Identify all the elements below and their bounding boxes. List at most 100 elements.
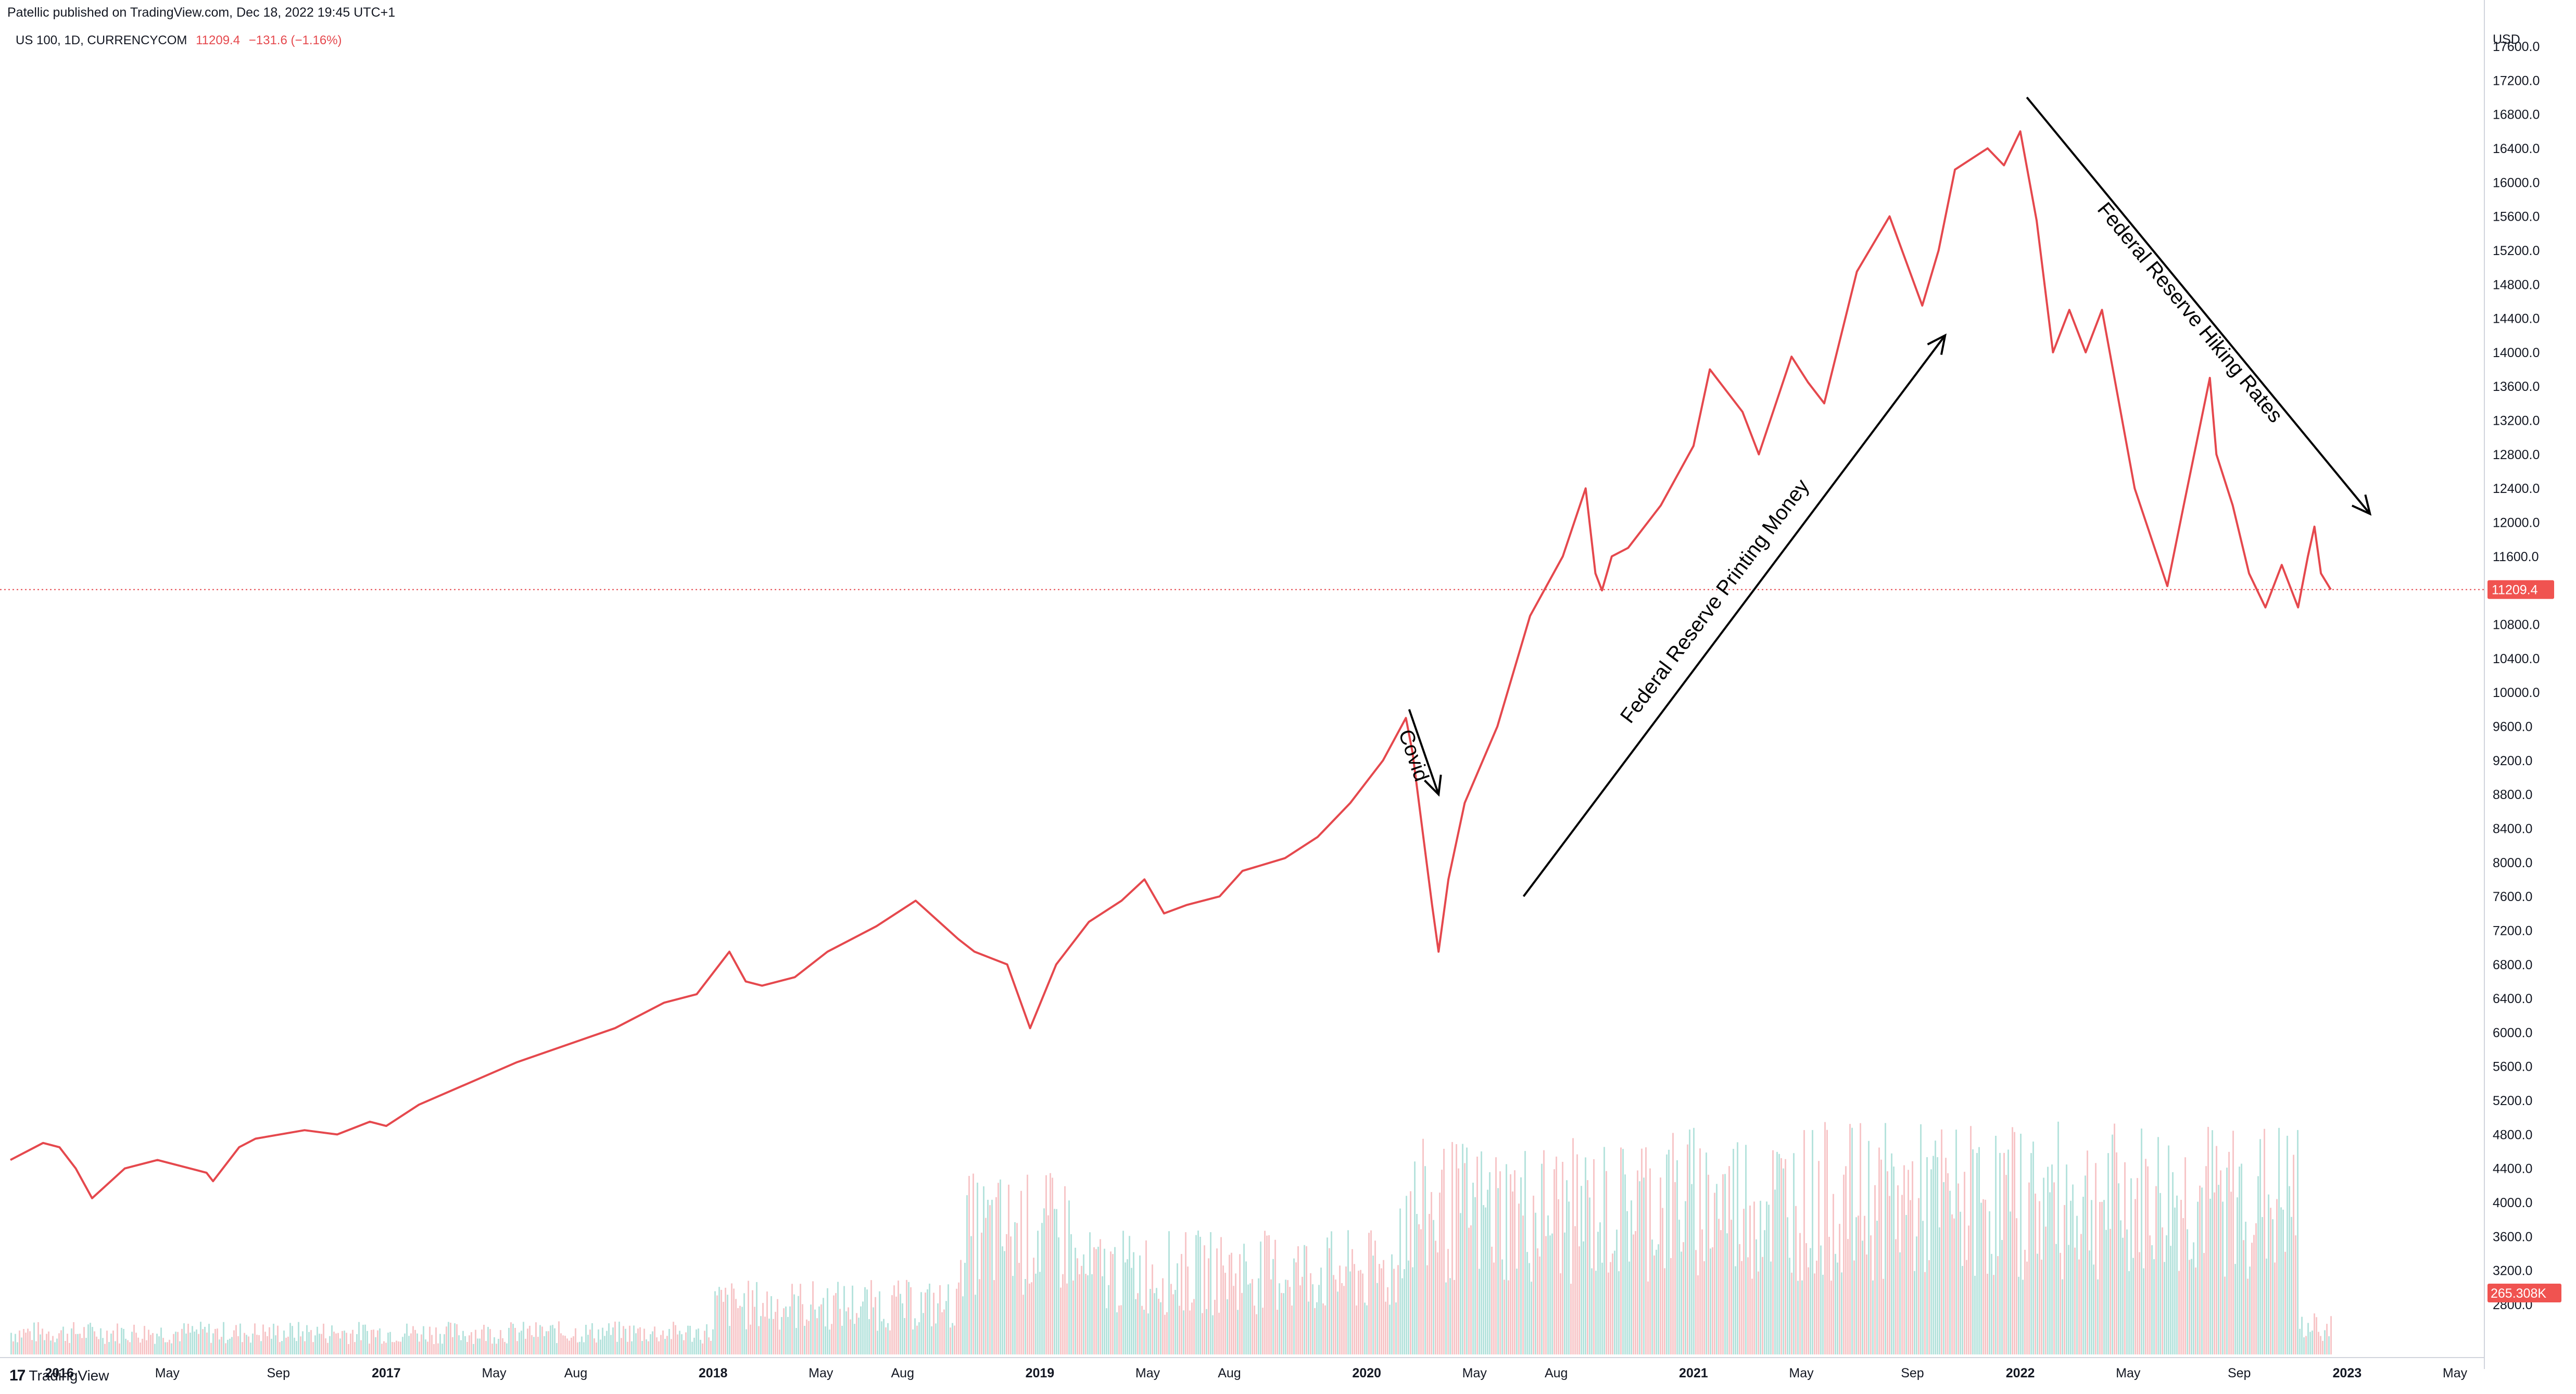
- volume-bar: [1872, 1280, 1874, 1354]
- volume-bar: [1599, 1222, 1601, 1354]
- volume-bar: [404, 1333, 406, 1354]
- volume-bar: [96, 1336, 97, 1354]
- volume-bar: [1985, 1199, 1986, 1354]
- volume-bar: [258, 1335, 260, 1354]
- volume-bar: [429, 1326, 431, 1354]
- volume-bar: [1962, 1265, 1963, 1354]
- volume-bar: [1175, 1289, 1176, 1354]
- volume-bar: [945, 1301, 947, 1354]
- volume-bar: [1064, 1186, 1066, 1354]
- volume-bar: [1172, 1294, 1174, 1354]
- volume-bar: [1789, 1258, 1790, 1354]
- volume-bar: [1570, 1284, 1572, 1354]
- volume-bar: [2187, 1229, 2188, 1354]
- volume-bar: [1703, 1261, 1705, 1354]
- volume-bar: [1958, 1183, 1959, 1354]
- volume-bar: [2014, 1132, 2015, 1354]
- volume-bar: [691, 1341, 693, 1354]
- volume-bar: [31, 1340, 33, 1354]
- volume-bar: [1687, 1144, 1688, 1354]
- volume-bar: [2282, 1209, 2284, 1354]
- volume-bar: [252, 1333, 254, 1354]
- volume-bar: [2030, 1153, 2032, 1354]
- volume-bar: [931, 1326, 932, 1354]
- volume-bar: [2093, 1264, 2094, 1354]
- volume-bar: [1783, 1168, 1784, 1354]
- volume-bar: [1568, 1201, 1570, 1354]
- volume-bar: [891, 1295, 893, 1354]
- volume-bar: [920, 1292, 922, 1354]
- volume-bar: [927, 1289, 928, 1354]
- volume-bar: [1851, 1127, 1853, 1354]
- volume-bar: [1445, 1282, 1447, 1354]
- volume-bar: [100, 1328, 102, 1354]
- volume-bar: [1387, 1287, 1388, 1354]
- volume-bar: [637, 1328, 639, 1354]
- volume-bar: [514, 1328, 516, 1354]
- volume-bar: [1408, 1260, 1409, 1354]
- volume-bar: [1812, 1130, 1813, 1354]
- volume-bar: [1229, 1254, 1230, 1354]
- volume-bar: [1768, 1205, 1770, 1354]
- volume-bar: [269, 1327, 270, 1354]
- volume-bar: [2055, 1244, 2057, 1354]
- volume-bar: [1520, 1177, 1522, 1354]
- volume-bar: [1951, 1214, 1953, 1354]
- volume-bar: [2041, 1259, 2042, 1354]
- volume-bar: [1920, 1124, 1922, 1354]
- volume-bar: [92, 1327, 93, 1354]
- annotation-arrowhead: [2351, 494, 2372, 516]
- annotation-arrow: [2026, 96, 2371, 515]
- volume-bar: [1383, 1260, 1384, 1354]
- volume-bar: [494, 1337, 495, 1354]
- volume-bar: [1843, 1174, 1845, 1354]
- y-tick-label: 17200.0: [2493, 73, 2540, 88]
- volume-bar: [306, 1325, 308, 1354]
- y-tick-label: 3600.0: [2493, 1230, 2532, 1244]
- volume-bar: [81, 1338, 83, 1354]
- volume-bar: [2116, 1152, 2117, 1354]
- volume-bar: [2051, 1164, 2053, 1354]
- volume-bar: [42, 1328, 43, 1354]
- volume-bar: [342, 1330, 343, 1354]
- volume-bar: [789, 1306, 791, 1354]
- volume-bar: [1897, 1185, 1899, 1354]
- volume-bar: [1749, 1205, 1751, 1354]
- volume-bar: [937, 1303, 939, 1354]
- volume-bar: [1462, 1144, 1463, 1354]
- x-tick-label: May: [1789, 1366, 1814, 1380]
- volume-bar: [1399, 1208, 1401, 1354]
- y-tick-label: 16400.0: [2493, 142, 2540, 156]
- volume-bar: [2178, 1271, 2180, 1354]
- volume-bar: [1745, 1145, 1747, 1354]
- volume-bar: [762, 1303, 764, 1354]
- volume-bar: [1649, 1168, 1651, 1354]
- volume-bar: [491, 1344, 493, 1354]
- volume-bar: [1418, 1224, 1420, 1354]
- y-tick-label: 14400.0: [2493, 312, 2540, 326]
- volume-bar: [1826, 1130, 1828, 1354]
- volume-bar: [1756, 1239, 1757, 1354]
- volume-bar: [510, 1322, 512, 1354]
- volume-bar: [814, 1309, 816, 1354]
- volume-bar: [167, 1342, 168, 1354]
- volume-bar: [539, 1325, 541, 1354]
- volume-bar: [810, 1304, 812, 1354]
- tradingview-logo[interactable]: 17 TradingView: [9, 1367, 109, 1385]
- volume-bar: [816, 1318, 818, 1354]
- volume-bar: [714, 1291, 716, 1354]
- volume-bar: [2247, 1278, 2249, 1354]
- volume-bar: [1335, 1279, 1336, 1354]
- volume-bar: [1824, 1122, 1826, 1354]
- volume-bar: [704, 1330, 705, 1354]
- volume-bar: [115, 1341, 116, 1354]
- volume-bar: [244, 1333, 245, 1354]
- volume-bar: [1506, 1164, 1507, 1354]
- volume-bar: [2303, 1337, 2305, 1354]
- volume-bar: [604, 1336, 605, 1354]
- volume-bar: [1943, 1182, 1944, 1354]
- volume-bar: [1828, 1237, 1830, 1354]
- x-tick-label: 2023: [2333, 1366, 2362, 1380]
- volume-bar: [1324, 1305, 1326, 1354]
